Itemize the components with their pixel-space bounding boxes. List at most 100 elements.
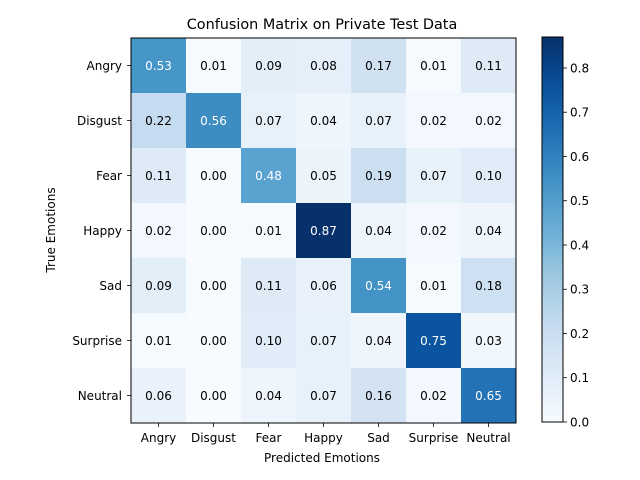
heatmap-cell [406,38,462,94]
x-tick-label: Sad [367,431,390,445]
heatmap-cell [186,148,242,204]
cell-value-label: 0.07 [365,114,392,128]
heatmap-cell [131,258,187,314]
y-axis-label: True Emotions [44,187,58,273]
heatmap-cell [351,313,407,369]
cell-value-label: 0.00 [200,169,227,183]
colorbar-tick-label: 0.8 [570,61,589,75]
cell-value-label: 0.01 [255,224,282,238]
cell-value-label: 0.08 [310,59,337,73]
colorbar-tick-label: 0.5 [570,194,589,208]
colorbar-tick-label: 0.2 [570,327,589,341]
heatmap-cell [351,93,407,149]
heatmap-cell [351,368,407,424]
cell-value-label: 0.18 [475,279,502,293]
cell-value-label: 0.02 [420,114,447,128]
heatmap-cell [296,313,352,369]
y-tick-label: Disgust [77,114,122,128]
x-tick-label: Happy [304,431,343,445]
heatmap-cell [241,258,297,314]
heatmap-cell [186,38,242,94]
colorbar-tick-label: 0.3 [570,283,589,297]
cell-value-label: 0.00 [200,279,227,293]
heatmap-cell [406,93,462,149]
cell-value-label: 0.65 [475,389,502,403]
cell-value-label: 0.07 [310,389,337,403]
heatmap-cell [296,368,352,424]
heatmap-cell [461,38,517,94]
x-tick-label: Fear [256,431,282,445]
heatmap-cell [461,368,517,424]
heatmap-cell [296,93,352,149]
colorbar-frame [541,36,564,423]
cell-value-label: 0.11 [145,169,172,183]
heatmap-cell [131,368,187,424]
colorbar-tick-label: 0.6 [570,150,589,164]
cell-value-label: 0.53 [145,59,172,73]
cell-value-label: 0.06 [310,279,337,293]
cell-value-label: 0.01 [420,279,447,293]
cell-value-label: 0.04 [365,224,392,238]
heatmap-cell [131,93,187,149]
heatmap-cell [296,258,352,314]
heatmap-cell [241,38,297,94]
heatmap-cell [461,313,517,369]
heatmap-cell [351,203,407,259]
heatmap-cells [131,38,517,424]
cell-value-label: 0.22 [145,114,172,128]
heatmap-cell [351,148,407,204]
cell-value-label: 0.02 [420,224,447,238]
heatmap-cell [131,148,187,204]
cell-value-label: 0.04 [310,114,337,128]
heatmap-cell-labels: 0.53 0.01 0.09 0.08 0.17 0.01 0.11 0.22 0.56 0.07… [145,59,502,403]
cell-value-label: 0.54 [365,279,392,293]
heatmap-cell [406,258,462,314]
heatmap-cell [241,93,297,149]
heatmap-cell [296,148,352,204]
cell-value-label: 0.01 [145,334,172,348]
heatmap-cell [241,203,297,259]
cell-value-label: 0.56 [200,114,227,128]
heatmap-cell [461,203,517,259]
cell-value-label: 0.09 [145,279,172,293]
cell-value-label: 0.19 [365,169,392,183]
heatmap-cell [131,38,187,94]
heatmap-cell [241,148,297,204]
x-tick-label: Surprise [409,431,459,445]
heatmap-cell [406,368,462,424]
heatmap-cell [186,368,242,424]
cell-value-label: 0.11 [255,279,282,293]
y-tick-label: Surprise [72,334,122,348]
y-axis-ticks: Angry Disgust Fear Happy Sad Surprise Neutral [72,59,131,403]
colorbar [542,37,563,422]
colorbar-tick-label: 0.0 [570,416,589,430]
cell-value-label: 0.02 [475,114,502,128]
y-tick-label: Fear [96,169,122,183]
colorbar-tick-label: 0.7 [570,106,589,120]
x-axis-label: Predicted Emotions [264,451,380,465]
cell-value-label: 0.00 [200,334,227,348]
cell-value-label: 0.16 [365,389,392,403]
cell-value-label: 0.02 [145,224,172,238]
x-tick-label: Neutral [466,431,510,445]
heatmap-cell [461,258,517,314]
x-tick-label: Disgust [191,431,236,445]
cell-value-label: 0.75 [420,334,447,348]
cell-value-label: 0.00 [200,389,227,403]
heatmap-cell [186,258,242,314]
cell-value-label: 0.87 [310,224,337,238]
cell-value-label: 0.10 [255,334,282,348]
colorbar-tick-label: 0.1 [570,371,589,385]
cell-value-label: 0.01 [420,59,447,73]
colorbar-tick-label: 0.4 [570,238,589,252]
y-tick-label: Happy [83,224,122,238]
heatmap-cell [241,313,297,369]
heatmap-cell [131,203,187,259]
cell-value-label: 0.09 [255,59,282,73]
heatmap-cell [351,38,407,94]
heatmap-cell [186,203,242,259]
heatmap-cell [131,313,187,369]
cell-value-label: 0.48 [255,169,282,183]
heatmap-cell [461,148,517,204]
